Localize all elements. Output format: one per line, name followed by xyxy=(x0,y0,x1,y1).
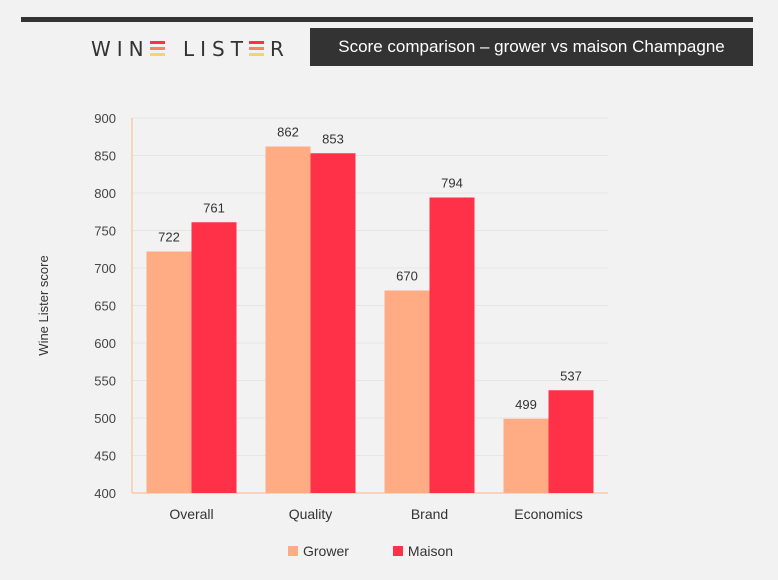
bar-grower xyxy=(265,146,311,493)
x-tick-label: Economics xyxy=(514,506,582,522)
chart-title: Score comparison – grower vs maison Cham… xyxy=(310,28,753,66)
y-axis-title: Wine Lister score xyxy=(36,255,51,355)
y-tick-label: 900 xyxy=(94,111,116,126)
y-tick-label: 400 xyxy=(94,486,116,501)
y-tick-label: 450 xyxy=(94,449,116,464)
y-tick-label: 700 xyxy=(94,261,116,276)
bar-grower xyxy=(384,290,430,493)
data-label-maison: 537 xyxy=(560,368,582,383)
legend-item-maison: Maison xyxy=(392,543,454,559)
bar-maison xyxy=(548,390,594,493)
y-tick-label: 650 xyxy=(94,299,116,314)
logo-text-right: LIST xyxy=(183,37,249,61)
y-tick-label: 600 xyxy=(94,336,116,351)
y-tick-label: 550 xyxy=(94,374,116,389)
y-tick-label: 750 xyxy=(94,224,116,239)
legend: Grower Maison xyxy=(288,541,453,561)
logo-text-end: R xyxy=(269,37,290,61)
data-label-maison: 794 xyxy=(441,176,463,191)
data-label-grower: 722 xyxy=(158,230,180,245)
data-label-grower: 862 xyxy=(277,125,299,140)
y-tick-label: 850 xyxy=(94,149,116,164)
logo-mark-e-1 xyxy=(149,41,165,57)
legend-swatch-grower xyxy=(288,546,298,556)
logo-text-left: WIN xyxy=(91,37,150,61)
y-tick-label: 800 xyxy=(94,186,116,201)
wine-lister-logo: WIN LIST R xyxy=(91,36,290,62)
data-label-maison: 853 xyxy=(322,131,344,146)
y-tick-label: 500 xyxy=(94,411,116,426)
x-tick-label: Brand xyxy=(411,506,448,522)
bar-grower xyxy=(146,251,192,493)
x-tick-label: Overall xyxy=(169,506,213,522)
logo-mark-e-2 xyxy=(248,41,264,57)
data-label-grower: 499 xyxy=(515,397,537,412)
top-rule xyxy=(21,17,753,22)
x-tick-label: Quality xyxy=(289,506,333,522)
data-label-grower: 670 xyxy=(396,269,418,284)
chart-title-text: Score comparison – grower vs maison Cham… xyxy=(338,37,725,56)
legend-label-grower: Grower xyxy=(303,543,349,559)
bar-maison xyxy=(310,153,356,493)
legend-swatch-maison xyxy=(392,546,403,556)
bar-grower xyxy=(503,418,549,493)
legend-label-maison: Maison xyxy=(407,543,454,559)
data-label-maison: 761 xyxy=(203,200,225,215)
bar-maison xyxy=(191,222,237,493)
bar-maison xyxy=(429,197,475,493)
legend-item-grower: Grower xyxy=(288,543,349,559)
